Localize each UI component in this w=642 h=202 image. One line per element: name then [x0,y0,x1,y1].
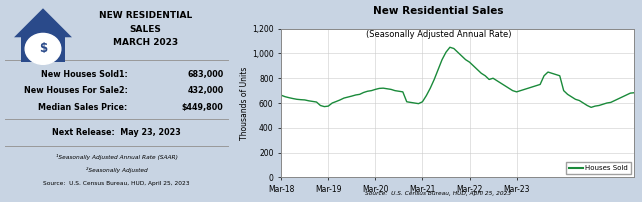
Text: Next Release:  May 23, 2023: Next Release: May 23, 2023 [52,128,181,137]
Text: SALES: SALES [130,25,161,34]
Houses Sold [627,92,634,94]
Text: Median Sales Price:: Median Sales Price: [39,103,128,112]
Text: NEW RESIDENTIAL: NEW RESIDENTIAL [99,11,192,20]
Text: New Residential Sales: New Residential Sales [373,6,504,17]
Houses Sold [320,105,328,108]
Text: ²Seasonally Adjusted: ²Seasonally Adjusted [85,167,148,173]
Houses Sold [485,78,493,81]
Text: $: $ [39,42,47,55]
Polygon shape [21,37,65,62]
Text: 432,000: 432,000 [187,86,223,95]
Houses Sold [360,91,367,94]
Houses Sold [446,46,454,48]
Houses Sold [277,94,285,96]
Houses Sold [630,92,638,94]
Houses Sold [580,102,587,104]
Text: Source:  U.S. Census Bureau, HUD, April 25, 2023: Source: U.S. Census Bureau, HUD, April 2… [43,181,190,186]
Houses Sold [587,106,595,108]
Line: Houses Sold: Houses Sold [281,47,634,107]
Text: New Houses For Sale2:: New Houses For Sale2: [24,86,128,95]
Text: ¹Seasonally Adjusted Annual Rate (SAAR): ¹Seasonally Adjusted Annual Rate (SAAR) [56,154,177,160]
Text: $449,800: $449,800 [182,103,223,112]
Polygon shape [14,8,72,37]
Text: Source:  U.S. Census Bureau, HUD, April 25, 2023: Source: U.S. Census Bureau, HUD, April 2… [365,190,512,196]
Houses Sold [368,89,376,92]
Legend: Houses Sold: Houses Sold [566,162,631,174]
Circle shape [25,33,61,64]
Text: (Seasonally Adjusted Annual Rate): (Seasonally Adjusted Annual Rate) [366,30,511,39]
Text: MARCH 2023: MARCH 2023 [113,38,178,47]
Y-axis label: Thousands of Units: Thousands of Units [240,66,249,140]
Text: New Houses Sold1:: New Houses Sold1: [41,70,128,79]
Text: 683,000: 683,000 [187,70,223,79]
